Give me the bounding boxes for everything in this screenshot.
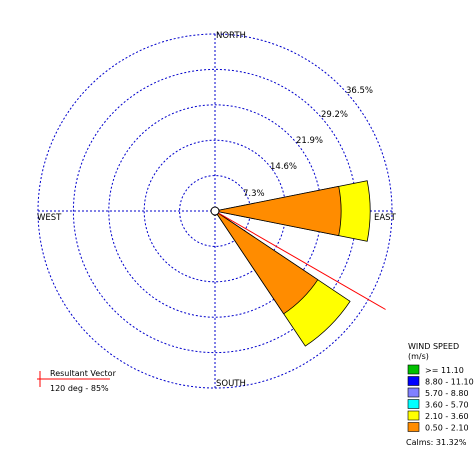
legend-label-2: 5.70 - 8.80 [425, 389, 469, 398]
legend-swatch-0 [407, 364, 420, 375]
legend-swatch-5 [407, 422, 420, 432]
legend-calms: Calms: 31.32% [406, 438, 467, 447]
direction-label-north: NORTH [216, 31, 246, 41]
ring-label-1: 7.3% [243, 189, 265, 199]
chart-overlay [210, 206, 386, 310]
direction-label-west: WEST [37, 213, 62, 223]
ring-label-4: 29.2% [321, 110, 348, 120]
legend-swatch-1 [407, 376, 420, 386]
legend-swatch-3 [407, 399, 420, 409]
legend-items: >= 11.10 8.80 - 11.10 5.70 - 8.80 3.60 - 5.… [407, 364, 474, 433]
ring-label-2: 14.6% [270, 162, 297, 172]
ring-label-5: 36.5% [346, 86, 373, 96]
resultant-vector-line [214, 210, 386, 310]
legend-label-0: >= 11.10 [425, 366, 464, 375]
direction-label-south: SOUTH [216, 379, 246, 389]
resultant-vector-title: Resultant Vector [50, 369, 117, 378]
resultant-vector-value: 120 deg - 85% [50, 384, 109, 393]
wind-speed-legend: WIND SPEED (m/s) >= 11.10 8.80 - 11.10 5.7… [406, 342, 474, 447]
legend-label-4: 2.10 - 3.60 [425, 412, 469, 421]
legend-unit: (m/s) [408, 352, 429, 361]
legend-swatch-4 [407, 410, 420, 421]
wind-petals [213, 180, 371, 347]
legend-swatch-2 [407, 387, 420, 398]
legend-title: WIND SPEED [408, 342, 459, 351]
legend-label-5: 0.50 - 2.10 [425, 424, 469, 433]
ring-label-3: 21.9% [296, 136, 323, 146]
legend-label-3: 3.60 - 5.70 [425, 401, 469, 410]
direction-label-east: EAST [374, 213, 397, 223]
center-marker [210, 206, 220, 216]
petal-1-segment-0 [214, 210, 319, 315]
petal-0-segment-0 [214, 185, 342, 237]
legend-label-1: 8.80 - 11.10 [425, 378, 474, 387]
